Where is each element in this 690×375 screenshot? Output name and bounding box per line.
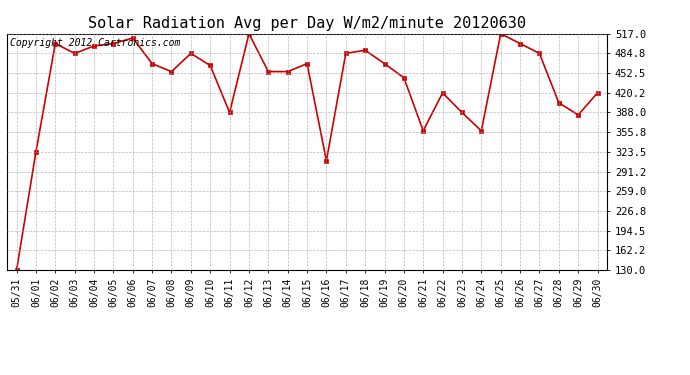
Title: Solar Radiation Avg per Day W/m2/minute 20120630: Solar Radiation Avg per Day W/m2/minute … xyxy=(88,16,526,31)
Text: Copyright 2012 Cartronics.com: Copyright 2012 Cartronics.com xyxy=(10,39,180,48)
